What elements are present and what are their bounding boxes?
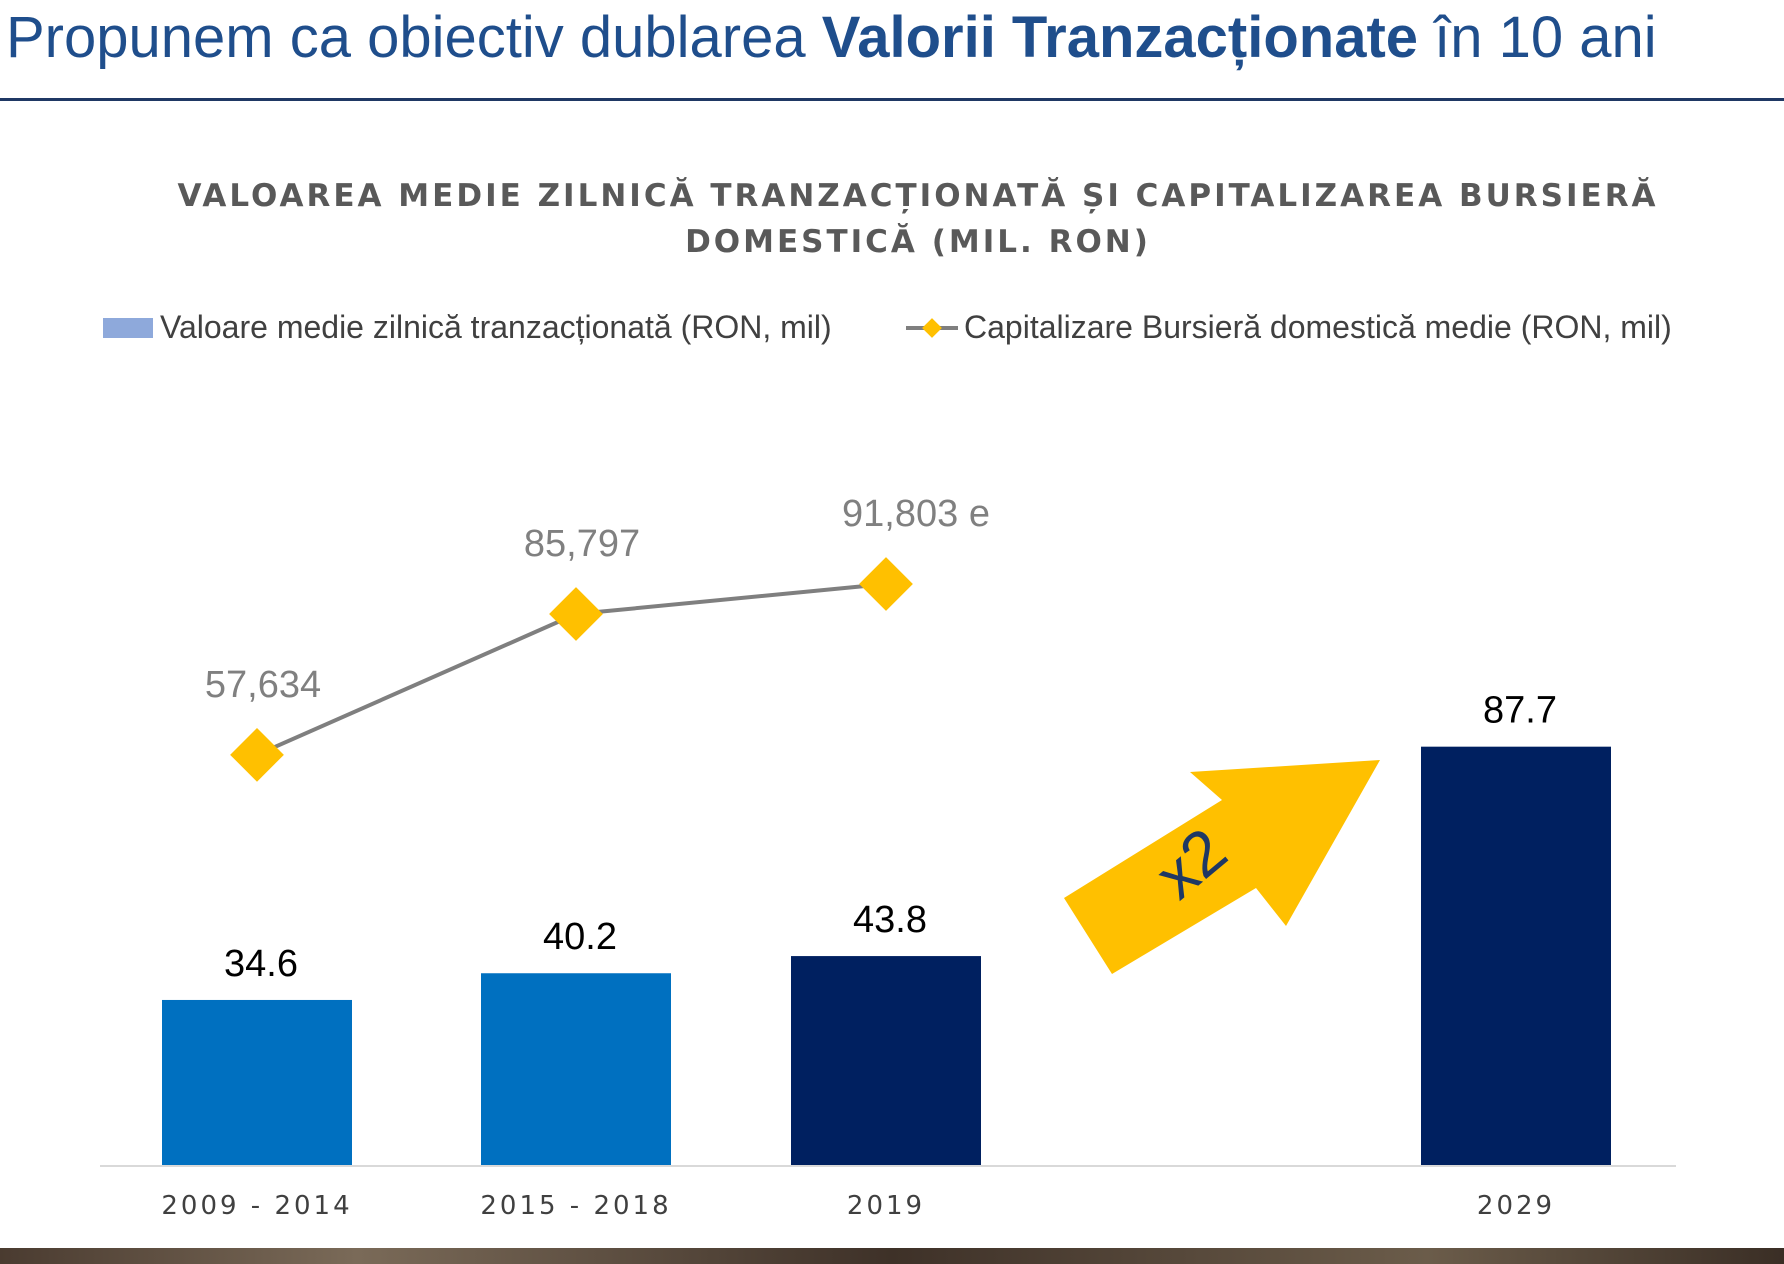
slide-title-bold: Valorii Tranzacționate [821, 5, 1419, 70]
bar-value-label: 43.8 [853, 899, 927, 941]
x-axis-ticks: 2009 - 2014 2015 - 2018 2019 2029 [161, 1191, 1555, 1221]
slide-title-end: în 10 ani [1418, 5, 1657, 70]
line-value-label: 57,634 [205, 664, 321, 706]
bar [1421, 746, 1611, 1165]
chart-legend: Valoare medie zilnică tranzacționată (RO… [103, 309, 1672, 345]
chart-title-line: DOMESTICĂ (MIL. RON) [685, 223, 1151, 260]
growth-arrow: x2 [1064, 760, 1380, 974]
line-value-label: 85,797 [524, 523, 640, 565]
line-series: 57,634 85,797 91,803 e [205, 493, 990, 782]
bar-value-label: 40.2 [543, 916, 617, 958]
line-marker [230, 727, 284, 782]
line-value-label: 91,803 e [842, 493, 990, 535]
x-tick-label: 2029 [1477, 1191, 1555, 1221]
legend-line-marker [922, 318, 942, 338]
bar-value-label: 87.7 [1483, 690, 1557, 732]
line-marker [549, 587, 603, 641]
chart-title-line: VALOAREA MEDIE ZILNICĂ TRANZACȚIONATĂ ȘI… [177, 177, 1658, 214]
bottom-strip [0, 1248, 1784, 1264]
growth-arrow-shape [1064, 760, 1380, 974]
chart-title: VALOAREA MEDIE ZILNICĂ TRANZACȚIONATĂ ȘI… [177, 177, 1658, 260]
bar [481, 973, 671, 1165]
legend-bar-swatch [103, 318, 153, 338]
title-divider [0, 98, 1784, 101]
x-tick-label: 2009 - 2014 [161, 1191, 352, 1221]
x-tick-label: 2019 [847, 1191, 925, 1221]
legend-line-label: Capitalizare Bursieră domestică medie (R… [964, 309, 1672, 345]
line-marker [859, 557, 913, 611]
bars: 34.6 40.2 43.8 87.7 [162, 690, 1611, 1165]
bar [162, 999, 352, 1165]
bar-value-label: 34.6 [224, 943, 298, 985]
slide-title: Propunem ca obiectiv dublarea Valorii Tr… [6, 0, 1657, 76]
x-tick-label: 2015 - 2018 [480, 1191, 671, 1221]
bar [791, 956, 981, 1165]
slide-title-text: Propunem ca obiectiv dublarea [6, 5, 822, 70]
legend-bar-label: Valoare medie zilnică tranzacționată (RO… [160, 309, 832, 345]
